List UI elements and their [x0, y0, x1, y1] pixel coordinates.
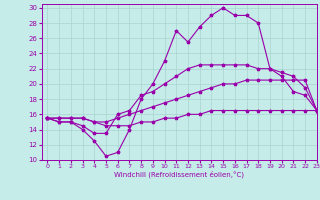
X-axis label: Windchill (Refroidissement éolien,°C): Windchill (Refroidissement éolien,°C) — [114, 171, 244, 178]
